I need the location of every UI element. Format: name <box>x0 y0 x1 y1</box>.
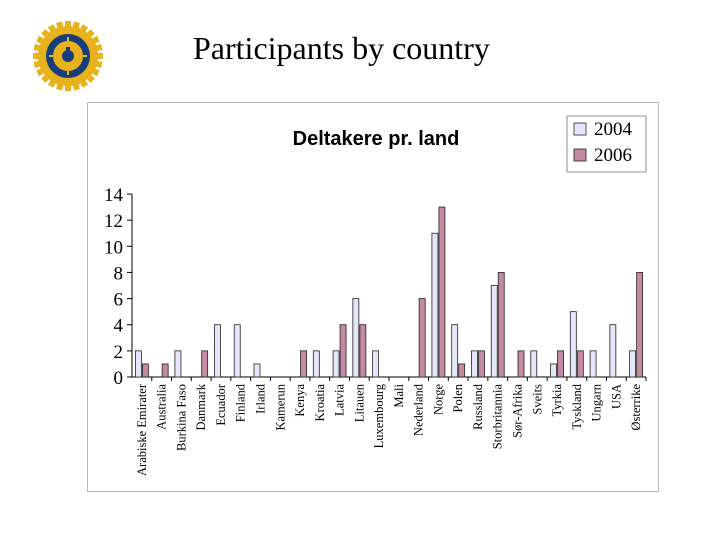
bar-2004 <box>550 363 557 378</box>
x-tick-label: Kroatia <box>313 384 327 422</box>
x-tick-label: Latvia <box>333 384 347 416</box>
x-tick-label: Tyrkia <box>550 384 564 417</box>
bar-2004 <box>609 324 617 378</box>
slide-title: Participants by country <box>193 30 490 66</box>
rotary-logo <box>33 21 103 91</box>
x-tick-label: Australia <box>155 384 169 430</box>
x-tick-label: Kenya <box>293 384 307 417</box>
bar-2006 <box>141 363 149 378</box>
bar-2004 <box>312 350 320 378</box>
y-tick-label: 8 <box>114 263 124 284</box>
bar-2006 <box>438 206 446 378</box>
y-tick-label: 12 <box>104 211 123 232</box>
x-tick-label: Sør-Afrika <box>511 384 525 438</box>
x-tick-label: Norge <box>431 384 445 415</box>
bar-2006 <box>636 272 644 378</box>
x-tick-label: Ungarn <box>590 383 604 421</box>
x-tick-label: Polen <box>451 383 465 412</box>
chart-panel: Deltakere pr. land 2004 2006 0 2 4 6 8 10 12 14 … <box>87 102 659 492</box>
bar-2004 <box>490 285 498 378</box>
y-tick-label: 14 <box>104 185 124 206</box>
x-tick-label: Irland <box>254 383 268 414</box>
bar-2004 <box>471 350 478 378</box>
bar-2006 <box>517 350 525 378</box>
legend-swatch-2004 <box>573 122 587 136</box>
bar-2004 <box>134 350 142 378</box>
bar-2006 <box>576 350 584 378</box>
bar-2006 <box>300 350 307 378</box>
bar-2004 <box>372 350 380 378</box>
bar-2004 <box>332 350 340 378</box>
x-tick-label: Tyskland <box>570 383 584 429</box>
bar-2004 <box>589 350 597 378</box>
chart-title: Deltakere pr. land <box>293 128 460 150</box>
bar-2004 <box>174 350 182 378</box>
bar-2006 <box>497 272 505 378</box>
bar-2006 <box>339 324 347 378</box>
legend-label-2004: 2004 <box>594 119 633 140</box>
y-tick-label: 2 <box>114 342 124 363</box>
x-tick-label: Sveits <box>530 384 544 415</box>
x-tick-label: USA <box>609 384 623 409</box>
y-tick-label: 0 <box>114 368 124 389</box>
bar-2006 <box>418 298 426 378</box>
bar-2004 <box>629 350 637 378</box>
x-tick-label: Danmark <box>194 383 208 430</box>
legend-label-2006: 2006 <box>594 145 632 166</box>
x-tick-label: Arabiske Emirater <box>135 383 149 476</box>
x-tick-label: Russland <box>471 383 485 430</box>
x-tick-label: Finland <box>234 383 248 422</box>
legend-swatch-2006 <box>573 148 587 162</box>
bar-2006 <box>458 363 466 378</box>
y-tick-label: 10 <box>104 237 123 258</box>
x-tick-label: Storbritannia <box>491 384 505 450</box>
bar-2006 <box>557 350 564 378</box>
chart-legend: 2004 2006 <box>566 115 647 173</box>
bar-2004 <box>253 363 261 378</box>
x-tick-label: Burkina Faso <box>174 384 188 451</box>
x-tick-label: Litauen <box>352 383 366 422</box>
bar-2004 <box>233 324 241 378</box>
bar-2006 <box>359 324 367 378</box>
y-tick-label: 6 <box>114 290 124 311</box>
x-tick-label: Mali <box>392 383 406 407</box>
bar-2004 <box>569 311 577 378</box>
bar-2006 <box>161 363 169 378</box>
bar-2004 <box>451 324 459 378</box>
bar-2004 <box>214 324 221 378</box>
x-tick-label: Ecuador <box>214 383 228 425</box>
bar-2004 <box>352 298 360 378</box>
x-tick-label: Kamerun <box>273 383 287 430</box>
bar-2006 <box>478 350 485 378</box>
bar-2006 <box>201 350 209 378</box>
x-tick-label: Østerrike <box>629 384 643 431</box>
x-tick-label: Luxembourg <box>372 383 386 448</box>
y-tick-label: 4 <box>114 316 124 337</box>
bar-2004 <box>431 232 439 378</box>
bar-2004 <box>530 350 538 378</box>
x-tick-label: Nederland <box>412 383 426 436</box>
